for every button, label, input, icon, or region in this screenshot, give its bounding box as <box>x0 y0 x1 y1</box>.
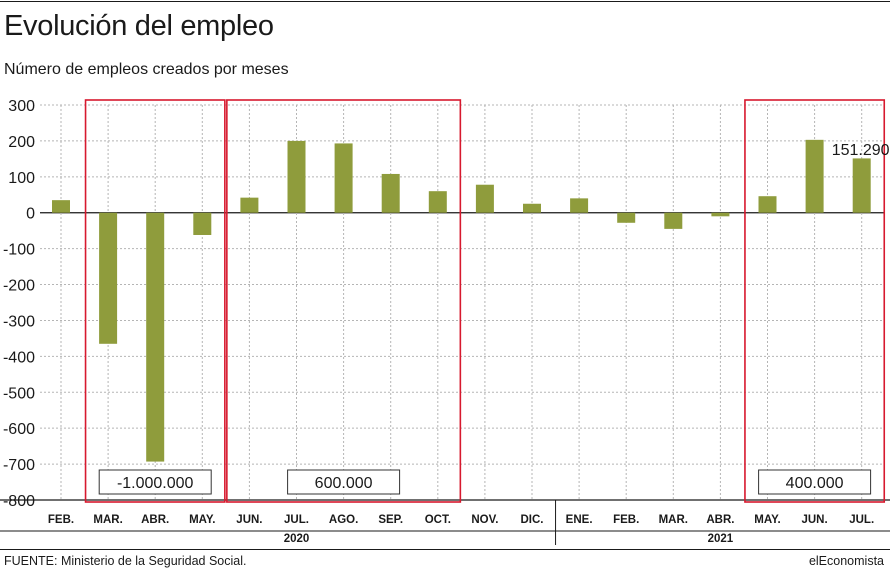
bar <box>664 212 683 229</box>
bar <box>334 143 353 213</box>
bar <box>240 197 259 213</box>
total-label-box <box>98 469 212 495</box>
y-tick-label: -500 <box>3 385 35 402</box>
x-tick-label: FEB. <box>48 514 74 526</box>
bar <box>523 203 541 213</box>
data-label: 151.290 <box>832 142 890 159</box>
y-tick-label: 300 <box>8 98 35 115</box>
source-note: FUENTE: Ministerio de la Seguridad Socia… <box>4 554 247 568</box>
bar <box>805 139 824 213</box>
x-tick-label: SEP. <box>378 514 403 526</box>
bar <box>52 200 70 213</box>
y-tick-label: 100 <box>8 170 35 187</box>
total-label-box <box>758 469 872 495</box>
bar <box>146 212 165 462</box>
year-label: 2020 <box>284 533 310 545</box>
x-tick-label: NOV. <box>471 514 498 526</box>
x-tick-label: DIC. <box>521 514 544 526</box>
total-label-box <box>287 469 401 495</box>
x-tick-label: JUN. <box>801 514 827 526</box>
x-tick-label: JUL. <box>849 514 874 526</box>
y-tick-label: -600 <box>3 421 35 438</box>
highlight-box <box>84 99 226 503</box>
x-tick-label: ENE. <box>566 514 593 526</box>
x-tick-label: JUL. <box>284 514 309 526</box>
y-tick-label: -100 <box>3 242 35 259</box>
y-tick-label: 0 <box>26 206 35 223</box>
y-tick-label: -700 <box>3 457 35 474</box>
footer-rule <box>0 549 890 550</box>
chart-subtitle: Número de empleos creados por meses <box>4 61 289 78</box>
bar <box>381 173 400 213</box>
y-tick-label: -200 <box>3 278 35 295</box>
highlight-box <box>744 99 886 503</box>
top-rule <box>0 1 890 2</box>
chart-title: Evolución del empleo <box>4 10 274 42</box>
total-label: 600.000 <box>315 475 373 492</box>
y-tick-label: -800 <box>3 493 35 510</box>
total-label: -1.000.000 <box>117 475 194 492</box>
y-tick-label: 200 <box>8 134 35 151</box>
bar <box>287 140 306 213</box>
bar <box>711 212 730 217</box>
bar <box>852 158 871 213</box>
x-tick-label: FEB. <box>613 514 639 526</box>
x-tick-label: ABR. <box>706 514 734 526</box>
bar <box>570 198 589 213</box>
x-tick-label: AGO. <box>329 514 358 526</box>
x-tick-label: MAY. <box>189 514 215 526</box>
bar <box>99 212 118 344</box>
year-label: 2021 <box>708 533 734 545</box>
y-tick-label: -300 <box>3 313 35 330</box>
x-tick-label: JUN. <box>236 514 262 526</box>
total-label: 400.000 <box>786 475 844 492</box>
x-tick-label: MAY. <box>754 514 780 526</box>
y-tick-label: -400 <box>3 349 35 366</box>
bar <box>475 184 494 213</box>
brand-logo-text: elEconomista <box>808 554 884 568</box>
bar <box>758 196 777 213</box>
x-tick-label: MAR. <box>93 514 122 526</box>
bar <box>193 212 212 235</box>
x-tick-label: OCT. <box>425 514 451 526</box>
x-tick-label: MAR. <box>659 514 688 526</box>
highlight-box <box>226 99 462 503</box>
bar <box>428 191 447 213</box>
bar <box>617 212 636 223</box>
bar-chart: 300 200 100 0 -100 -200 -300 -400 -500 -600 -700 -8… <box>0 98 890 545</box>
x-tick-label: ABR. <box>141 514 169 526</box>
